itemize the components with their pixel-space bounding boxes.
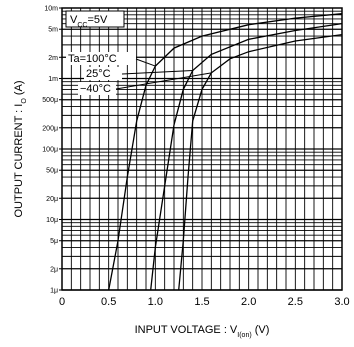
y-tick-label: 2μ (50, 266, 58, 273)
y-tick-label: 200μ (42, 125, 58, 132)
series-label-0: Ta=100°C (68, 53, 117, 65)
x-tick-label: 1.0 (148, 296, 163, 308)
y-tick-label: 5m (48, 27, 58, 34)
x-tick-label: 0 (59, 296, 65, 308)
x-tick-label: 1.5 (194, 296, 209, 308)
series-pointer-2 (115, 72, 212, 90)
x-tick-label: 2.5 (288, 296, 303, 308)
series-label-bg (66, 52, 136, 65)
series-line-1 (150, 22, 343, 291)
series-label-bg (78, 82, 116, 95)
series-label-bg (84, 67, 122, 80)
y-tick-label: 10μ (46, 217, 58, 224)
series-line-2 (178, 33, 343, 291)
y-tick-label: 500μ (42, 97, 58, 104)
condition-label: VCC=5V (70, 14, 108, 29)
condition-main: V (70, 14, 78, 26)
series-pointer-1 (121, 69, 193, 75)
y-axis-label: OUTPUT CURRENT : IO (A) (13, 80, 28, 217)
x-axis-label-unit: (V) (252, 324, 270, 336)
grid (61, 8, 343, 291)
y-tick-label: 2m (48, 55, 58, 62)
series-label-1: 25°C (86, 68, 111, 80)
x-axis-label: INPUT VOLTAGE : VI(on) (V) (135, 324, 270, 339)
y-axis-label-main: OUTPUT CURRENT : I (13, 104, 25, 218)
y-tick-label: 1μ (50, 288, 58, 295)
condition-rest: =5V (87, 14, 108, 26)
x-tick-label: 2.0 (241, 296, 256, 308)
x-axis-label-main: INPUT VOLTAGE : V (135, 324, 238, 336)
series-annotations: Ta=100°C 25°C −40°C (66, 52, 212, 95)
condition-box: VCC=5V (65, 10, 125, 29)
y-tick-label: 50μ (46, 168, 58, 175)
y-axis-label-unit: (A) (13, 80, 25, 98)
condition-sub: CC (77, 22, 87, 29)
y-tick-label: 20μ (46, 196, 58, 203)
y-tick-label: 1m (48, 76, 58, 83)
x-axis-label-sub: I(on) (237, 332, 251, 339)
x-tick-label: 3.0 (334, 296, 349, 308)
series-pointer-0 (135, 58, 156, 67)
x-tick-label: 0.5 (101, 296, 116, 308)
y-axis-label-sub: O (21, 98, 28, 104)
ticks: 1μ 2μ 5μ 10μ 20μ 50μ 100μ 200μ 500μ 1m 2m 5m 10m 0 0.5… (42, 6, 349, 309)
y-tick-label: 5μ (50, 238, 58, 245)
y-tick-label: 100μ (42, 147, 58, 154)
y-tick-label: 10m (44, 6, 58, 13)
series-label-2: −40°C (80, 83, 111, 95)
